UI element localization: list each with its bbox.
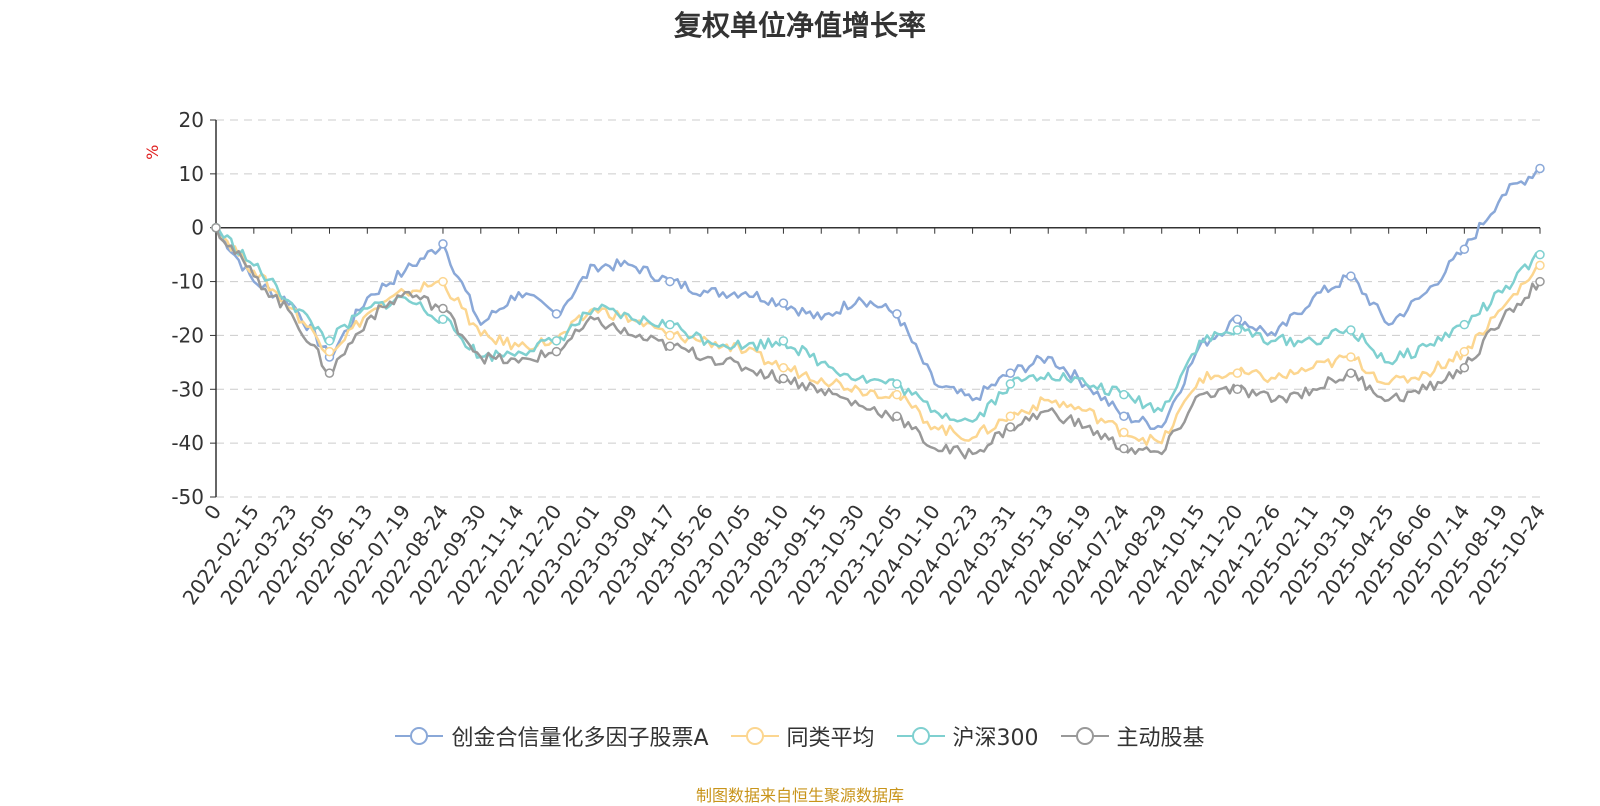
data-source-note: 制图数据来自恒生聚源数据库	[695, 786, 904, 805]
legend-marker-peer-average	[730, 727, 779, 745]
series-point	[892, 411, 902, 421]
y-tick-label: -50	[171, 485, 204, 509]
series-point	[778, 362, 789, 373]
y-tick-label: 10	[179, 162, 204, 186]
series-line-1	[214, 227, 1541, 446]
y-tick-label: 0	[191, 216, 204, 240]
series-point	[1346, 368, 1356, 378]
series-point	[1535, 163, 1545, 174]
series-point	[1535, 276, 1545, 287]
series-point	[1459, 362, 1470, 373]
legend-label-hs300: 沪深300	[952, 726, 1039, 751]
series-point	[1119, 443, 1129, 454]
series-point	[1005, 379, 1016, 389]
series-point	[551, 309, 562, 319]
series-point	[892, 379, 902, 389]
series-point	[1005, 368, 1016, 378]
series-point	[778, 298, 789, 308]
series-point	[324, 336, 335, 346]
series-point	[324, 346, 335, 357]
series-point	[1119, 427, 1129, 438]
series-point	[1119, 389, 1129, 400]
y-tick-label: 20	[179, 108, 204, 132]
series-point	[1535, 260, 1545, 271]
series-point	[1232, 325, 1243, 335]
line-chart: 20100-10-20-30-40-50%02022-02-152022-03-…	[143, 108, 1550, 609]
series-point	[778, 336, 789, 346]
legend-marker-active-equity	[1060, 727, 1109, 745]
series-point	[1346, 352, 1356, 362]
chart-title: 复权单位净值增长率	[673, 9, 926, 42]
legend-item-hs300[interactable]: 沪深300	[896, 720, 1039, 752]
series-point	[1459, 244, 1470, 255]
series-point	[1232, 384, 1243, 395]
series-point	[324, 368, 335, 378]
legend-label-fund: 创金合信量化多因子股票A	[451, 726, 709, 751]
legend-item-peer-average[interactable]: 同类平均	[730, 720, 875, 752]
y-axis-unit-label: %	[143, 145, 162, 160]
series-point	[892, 389, 902, 400]
y-tick-label: -20	[171, 323, 204, 347]
series-point	[665, 276, 675, 287]
y-tick-label: -40	[171, 431, 204, 455]
series-point	[1005, 422, 1016, 432]
series-point	[438, 314, 448, 325]
series-point	[1459, 346, 1470, 357]
axes	[210, 119, 1541, 498]
legend: 创金合信量化多因子股票A 同类平均 沪深300 主动股基	[0, 720, 1600, 752]
series-point	[438, 276, 448, 287]
legend-marker-hs300	[896, 727, 945, 745]
series-point	[211, 222, 221, 233]
axis-labels: 20100-10-20-30-40-50%02022-02-152022-03-…	[143, 108, 1550, 609]
series-point	[1005, 411, 1016, 421]
series-point	[438, 303, 448, 314]
series-point	[1119, 411, 1129, 421]
series-point	[1232, 368, 1243, 378]
legend-label-active-equity: 主动股基	[1116, 726, 1205, 751]
y-tick-label: -30	[171, 377, 204, 401]
series-line-3	[214, 227, 1542, 460]
series-point	[551, 346, 562, 357]
series-point	[438, 239, 448, 249]
series-point	[551, 336, 562, 346]
series-point	[1346, 325, 1356, 335]
series-line-2	[215, 226, 1541, 423]
legend-item-fund[interactable]: 创金合信量化多因子股票A	[395, 720, 709, 752]
legend-label-peer-average: 同类平均	[786, 726, 875, 751]
series-point	[665, 319, 675, 330]
series-point	[1535, 249, 1545, 260]
series-point	[665, 330, 675, 341]
series-point	[665, 341, 675, 351]
grid-lines	[216, 119, 1540, 498]
x-tick-label: 0	[199, 500, 226, 524]
series-point	[778, 373, 789, 384]
series-point	[1346, 271, 1356, 281]
series-point	[1459, 319, 1470, 330]
series-line-0	[214, 167, 1541, 431]
series-lines	[211, 163, 1545, 460]
legend-item-active-equity[interactable]: 主动股基	[1060, 720, 1205, 752]
y-tick-label: -10	[171, 270, 204, 294]
legend-marker-fund	[395, 727, 444, 745]
series-point	[1232, 314, 1243, 325]
series-point	[892, 309, 902, 319]
